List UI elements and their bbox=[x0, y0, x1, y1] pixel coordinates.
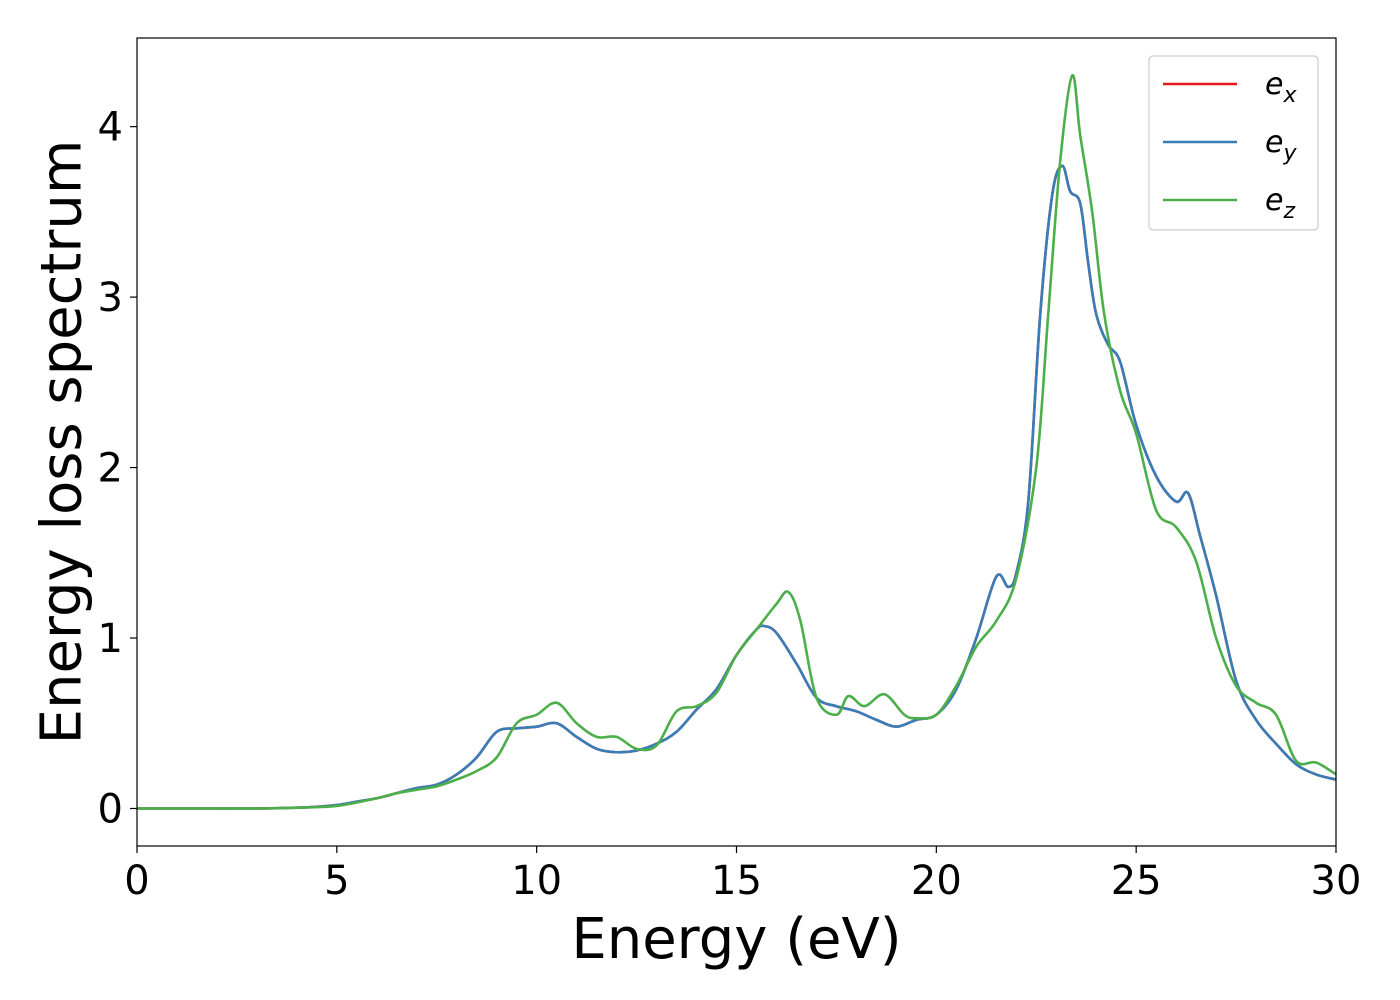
x-tick-label: 10 bbox=[511, 858, 562, 904]
series-line-ez bbox=[137, 74, 1336, 810]
x-tick-label: 5 bbox=[324, 858, 349, 904]
y-axis-title: Energy loss spectrum bbox=[30, 140, 95, 745]
x-tick-label: 30 bbox=[1311, 858, 1362, 904]
x-axis-title: Energy (eV) bbox=[571, 907, 901, 972]
x-tick-label: 25 bbox=[1111, 858, 1162, 904]
legend-label-subscript: y bbox=[1282, 141, 1297, 166]
y-axis-ticks: 0 1 2 3 4 bbox=[98, 105, 137, 832]
series-lines bbox=[137, 74, 1336, 810]
y-tick-label: 3 bbox=[98, 275, 123, 321]
legend-label: ey bbox=[1265, 125, 1297, 166]
x-tick-label: 20 bbox=[911, 858, 962, 904]
x-axis-ticks: 0 5 10 15 20 25 30 bbox=[124, 846, 1361, 904]
x-tick-label: 0 bbox=[124, 858, 149, 904]
y-tick-label: 4 bbox=[98, 105, 123, 151]
series-line-ey bbox=[137, 164, 1336, 810]
x-tick-label: 15 bbox=[711, 858, 762, 904]
legend-label-subscript: x bbox=[1282, 83, 1297, 108]
legend-label: ex bbox=[1265, 67, 1297, 108]
y-tick-label: 2 bbox=[98, 446, 123, 492]
legend-label-subscript: z bbox=[1282, 199, 1295, 224]
y-tick-label: 1 bbox=[98, 616, 123, 662]
legend-label-base: e bbox=[1265, 125, 1283, 160]
legend-label-base: e bbox=[1265, 183, 1283, 218]
y-tick-label: 0 bbox=[98, 786, 123, 832]
legend-label: ez bbox=[1265, 183, 1295, 224]
legend-label-base: e bbox=[1265, 67, 1283, 102]
